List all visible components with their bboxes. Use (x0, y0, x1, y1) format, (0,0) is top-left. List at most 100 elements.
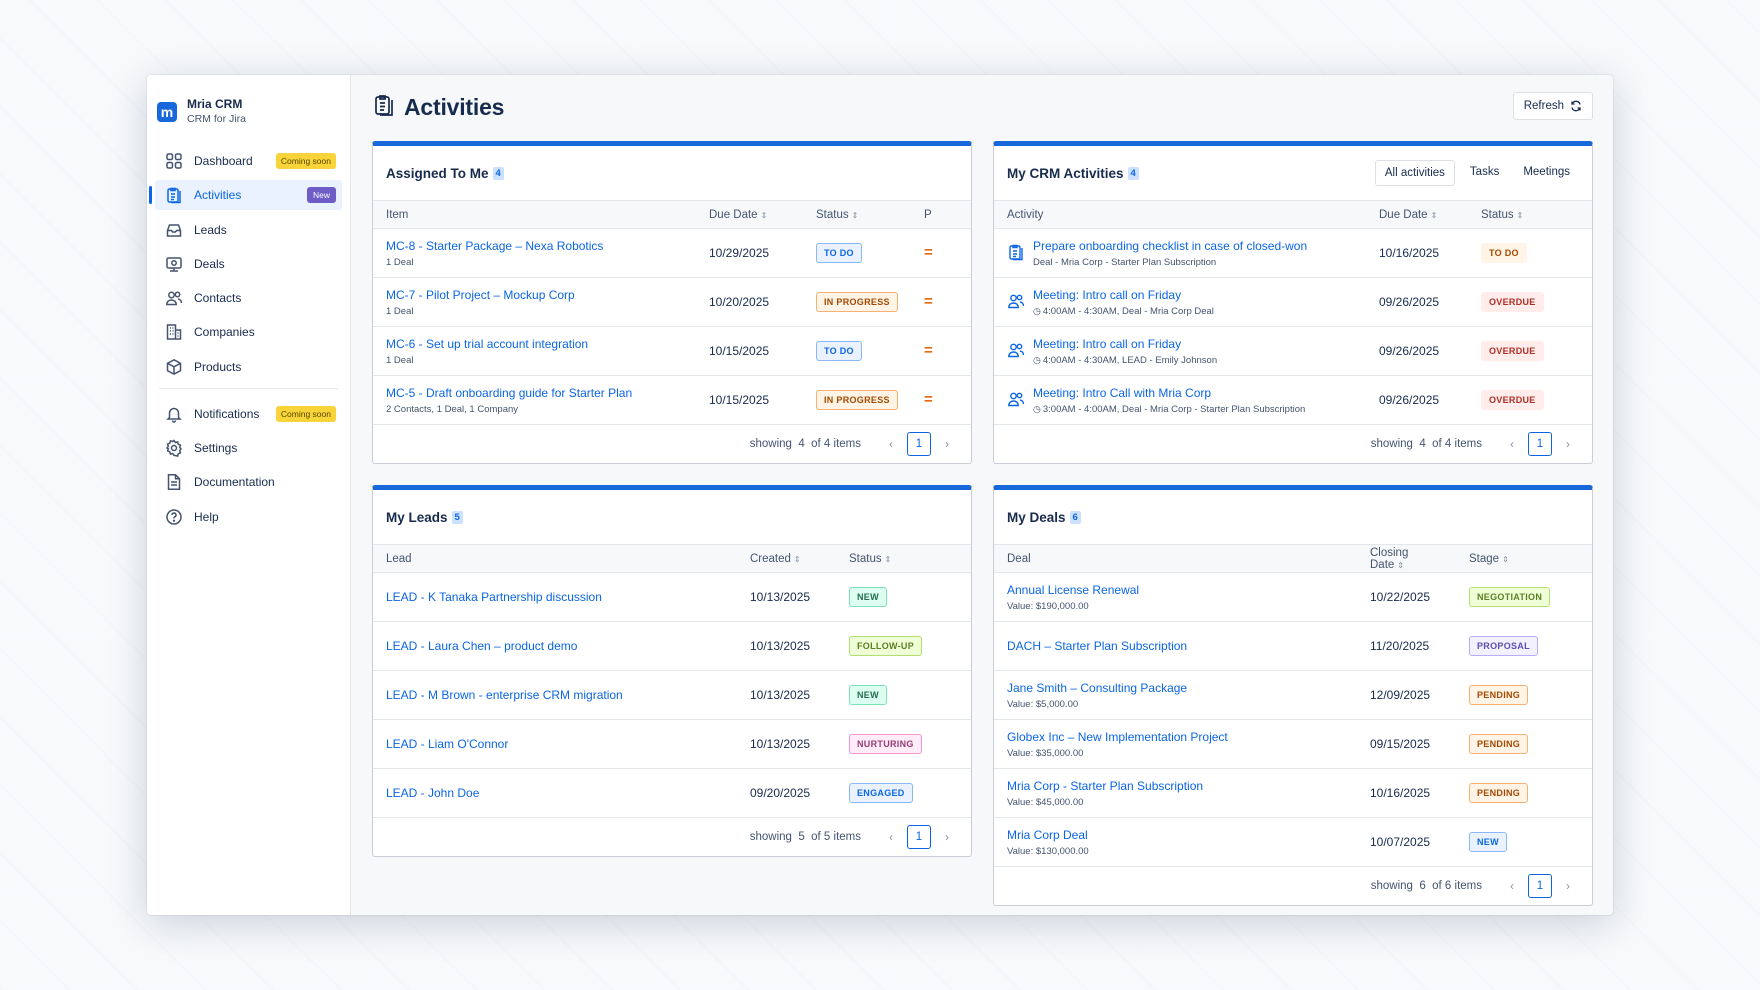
showing-count: showing 5 of 5 items (749, 831, 861, 843)
issue-subtext: 2 Contacts, 1 Deal, 1 Company (386, 403, 519, 415)
sidebar-item-leads[interactable]: Leads (155, 215, 342, 245)
table-row: Mria Corp Deal Value: $130,000.00 10/07/2… (994, 817, 1592, 867)
created-date: 10/13/2025 (750, 590, 811, 604)
clock-icon: ◷ (1033, 403, 1041, 414)
column-header-lead[interactable]: Lead (373, 544, 737, 573)
table-row: Meeting: Intro call on Friday ◷ 4:00AM - 4… (994, 326, 1592, 376)
count-badge: 6 (1069, 510, 1081, 524)
column-header-deal[interactable]: Deal (994, 544, 1357, 573)
sidebar-item-deals[interactable]: Deals (155, 249, 342, 279)
deal-link[interactable]: Jane Smith – Consulting Package (1007, 680, 1188, 695)
sidebar-item-notifications[interactable]: Notifications Coming soon (155, 399, 342, 429)
column-header-created[interactable]: Created ⇕ (737, 544, 836, 573)
stage-badge: PENDING (1469, 783, 1529, 803)
deal-link[interactable]: Annual License Renewal (1007, 582, 1140, 597)
sidebar-item-activities[interactable]: Activities New (149, 180, 342, 211)
sidebar-item-documentation[interactable]: Documentation (155, 467, 342, 497)
tab-tasks[interactable]: Tasks (1469, 166, 1500, 178)
tab-meetings[interactable]: Meetings (1523, 166, 1570, 178)
activity-link[interactable]: Meeting: Intro Call with Mria Corp (1033, 385, 1212, 400)
page-number-button[interactable]: 1 (907, 432, 931, 456)
column-header-due-date[interactable]: Due Date ⇕ (1366, 200, 1468, 229)
deal-link[interactable]: DACH – Starter Plan Subscription (1007, 639, 1188, 653)
table-row: LEAD - John Doe 09/20/2025 ENGAGED (373, 768, 971, 818)
column-header-closing-date[interactable]: Closing Date ⇕ (1357, 544, 1456, 573)
document-icon (165, 473, 183, 491)
column-header-status[interactable]: Status ⇕ (836, 544, 971, 573)
column-header-status[interactable]: Status ⇕ (1468, 200, 1592, 229)
page-number-button[interactable]: 1 (907, 825, 931, 849)
activity-subtext: ◷ 4:00AM - 4:30AM, Deal - Mria Corp Deal (1033, 305, 1214, 317)
showing-count: showing 6 of 6 items (1370, 880, 1482, 892)
next-page-icon[interactable]: › (1566, 437, 1570, 451)
page-number-button[interactable]: 1 (1528, 874, 1552, 898)
clipboard-icon (1007, 243, 1025, 264)
deal-link[interactable]: Mria Corp - Starter Plan Subscription (1007, 778, 1204, 793)
sidebar-item-companies[interactable]: Companies (155, 317, 342, 347)
table-row: MC-6 - Set up trial account integration 1… (373, 326, 971, 376)
page-number-button[interactable]: 1 (1528, 432, 1552, 456)
clipboard-icon (165, 186, 183, 204)
assigned-table: Item Due Date ⇕ Status ⇕ P MC-8 - Starter … (373, 200, 971, 425)
sidebar: m Mria CRM CRM for Jira Dashboard Coming… (147, 75, 351, 915)
refresh-icon (1571, 100, 1581, 112)
created-date: 10/13/2025 (750, 737, 811, 751)
tab-all-activities[interactable]: All activities (1374, 160, 1455, 186)
building-icon (165, 323, 183, 341)
sort-icon: ⇕ (1502, 554, 1509, 564)
refresh-button[interactable]: Refresh (1512, 92, 1593, 120)
brand: m Mria CRM CRM for Jira (155, 97, 342, 126)
deal-link[interactable]: Mria Corp Deal (1007, 827, 1088, 842)
column-header-status[interactable]: Status ⇕ (803, 200, 911, 229)
sidebar-item-settings[interactable]: Settings (155, 433, 342, 463)
activity-link[interactable]: Meeting: Intro call on Friday (1033, 287, 1182, 302)
issue-link[interactable]: MC-7 - Pilot Project – Mockup Corp (386, 287, 575, 302)
sidebar-item-label: Deals (194, 256, 225, 271)
prev-page-icon[interactable]: ‹ (1510, 437, 1514, 451)
status-badge: NURTURING (849, 734, 922, 754)
issue-link[interactable]: MC-8 - Starter Package – Nexa Robotics (386, 238, 604, 253)
issue-link[interactable]: MC-6 - Set up trial account integration (386, 336, 589, 351)
sidebar-item-label: Contacts (194, 291, 242, 306)
column-header-stage[interactable]: Stage ⇕ (1456, 544, 1592, 573)
lead-link[interactable]: LEAD - K Tanaka Partnership discussion (386, 590, 602, 604)
activity-link[interactable]: Prepare onboarding checklist in case of … (1033, 238, 1308, 253)
card-title: My CRM Activities (1007, 165, 1124, 181)
next-page-icon[interactable]: › (945, 830, 949, 844)
sidebar-item-dashboard[interactable]: Dashboard Coming soon (155, 146, 342, 176)
lead-link[interactable]: LEAD - John Doe (386, 786, 480, 800)
prev-page-icon[interactable]: ‹ (1510, 879, 1514, 893)
deal-link[interactable]: Globex Inc – New Implementation Project (1007, 729, 1228, 744)
sidebar-item-label: Dashboard (194, 154, 253, 168)
column-header-activity[interactable]: Activity (994, 200, 1366, 229)
activity-link[interactable]: Meeting: Intro call on Friday (1033, 336, 1182, 351)
dashboard-grid: Assigned To Me 4 Item Due Date ⇕ Status ⇕ … (372, 141, 1593, 915)
table-row: LEAD - Laura Chen – product demo 10/13/2… (373, 621, 971, 671)
help-icon (165, 508, 183, 526)
column-header-priority[interactable]: P (911, 200, 971, 229)
table-row: LEAD - Liam O'Connor 10/13/2025 NURTURIN… (373, 719, 971, 769)
due-date: 10/16/2025 (1379, 246, 1440, 260)
lead-link[interactable]: LEAD - Laura Chen – product demo (386, 639, 578, 653)
lead-link[interactable]: LEAD - Liam O'Connor (386, 737, 509, 751)
column-header-item[interactable]: Item (373, 200, 696, 229)
next-page-icon[interactable]: › (1566, 879, 1570, 893)
due-date: 10/15/2025 (709, 393, 770, 407)
sidebar-item-help[interactable]: Help (155, 502, 342, 532)
sidebar-item-contacts[interactable]: Contacts (155, 283, 342, 313)
sidebar-item-products[interactable]: Products (155, 352, 342, 382)
column-header-due-date[interactable]: Due Date ⇕ (696, 200, 803, 229)
status-badge: ENGAGED (849, 783, 913, 803)
prev-page-icon[interactable]: ‹ (889, 830, 893, 844)
pagination: showing 4 of 4 items ‹ 1 › (373, 425, 971, 463)
next-page-icon[interactable]: › (945, 437, 949, 451)
deals-table: Deal Closing Date ⇕ Stage ⇕ Annual License… (994, 544, 1592, 867)
lead-link[interactable]: LEAD - M Brown - enterprise CRM migratio… (386, 688, 623, 702)
prev-page-icon[interactable]: ‹ (889, 437, 893, 451)
issue-link[interactable]: MC-5 - Draft onboarding guide for Starte… (386, 385, 633, 400)
card-header: My Deals 6 (994, 490, 1592, 544)
closing-date: 12/09/2025 (1370, 688, 1431, 702)
card-title: My Leads (386, 509, 448, 525)
due-date: 09/26/2025 (1379, 393, 1440, 407)
sidebar-item-label: Help (194, 509, 219, 524)
